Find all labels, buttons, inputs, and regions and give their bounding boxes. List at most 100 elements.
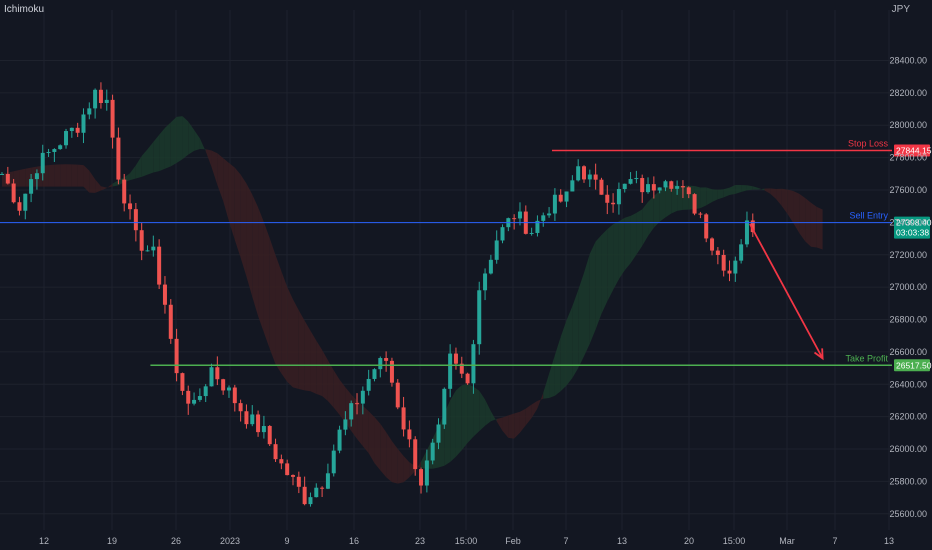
candle-body bbox=[605, 194, 610, 203]
cloud-segment bbox=[298, 310, 305, 391]
y-tick-label: 28400.00 bbox=[889, 55, 927, 65]
cloud-segment bbox=[665, 184, 672, 218]
candle-body bbox=[698, 213, 703, 215]
cloud-segment bbox=[572, 290, 579, 378]
cloud-segment bbox=[799, 193, 806, 242]
cloud-segment bbox=[112, 180, 119, 187]
cloud-segment bbox=[252, 194, 259, 316]
candle-body bbox=[64, 131, 69, 146]
countdown-text: 03:03:38 bbox=[896, 228, 929, 238]
candle-body bbox=[23, 193, 28, 211]
x-tick-label: Mar bbox=[779, 536, 795, 546]
cloud-segment bbox=[374, 417, 381, 471]
y-tick-label: 26400.00 bbox=[889, 379, 927, 389]
y-tick-label: 28000.00 bbox=[889, 120, 927, 130]
candle-body bbox=[395, 382, 400, 408]
candle-body bbox=[477, 290, 482, 345]
candle-body bbox=[174, 338, 179, 374]
y-tick-label: 27000.00 bbox=[889, 282, 927, 292]
cloud-segment bbox=[164, 122, 171, 169]
cloud-segment bbox=[479, 390, 486, 432]
price-tag-text: 26517.50 bbox=[896, 360, 932, 370]
cloud-segment bbox=[729, 185, 736, 195]
cloud-segment bbox=[205, 149, 212, 168]
candle-body bbox=[296, 476, 301, 487]
candle-body bbox=[453, 353, 458, 364]
level-label: Sell Entry bbox=[849, 211, 888, 221]
y-tick-label: 26200.00 bbox=[889, 412, 927, 422]
cloud-segment bbox=[624, 215, 631, 271]
cloud-segment bbox=[741, 185, 747, 193]
cloud-segment bbox=[275, 255, 282, 374]
candle-body bbox=[98, 89, 103, 103]
cloud-segment bbox=[147, 142, 154, 175]
candle-body bbox=[104, 99, 109, 103]
price-tag bbox=[894, 359, 930, 372]
cloud-segment bbox=[89, 170, 96, 193]
cloud-segment bbox=[153, 134, 160, 173]
cloud-segment bbox=[648, 195, 654, 237]
candle-body bbox=[343, 419, 348, 430]
cloud-segment bbox=[706, 187, 713, 206]
candle-body bbox=[40, 152, 45, 174]
indicator-label[interactable]: Ichimoku bbox=[4, 4, 45, 15]
x-tick-label: 15:00 bbox=[455, 536, 478, 546]
cloud-segment bbox=[630, 212, 637, 264]
cloud-segment bbox=[485, 399, 491, 426]
candle-body bbox=[704, 214, 709, 239]
x-tick-label: 9 bbox=[284, 536, 289, 546]
y-tick-label: 28200.00 bbox=[889, 88, 927, 98]
candle-body bbox=[273, 444, 278, 460]
cloud-segment bbox=[368, 411, 375, 464]
cloud-segment bbox=[19, 168, 26, 187]
y-tick-label: 26000.00 bbox=[889, 444, 927, 454]
cloud-segment bbox=[339, 379, 346, 423]
candle-body bbox=[622, 183, 627, 190]
candle-body bbox=[576, 166, 581, 181]
cloud-segment bbox=[653, 190, 660, 228]
cloud-segment bbox=[735, 185, 742, 194]
candle-body bbox=[186, 390, 191, 404]
candle-body bbox=[5, 173, 10, 184]
candle-body bbox=[145, 250, 150, 252]
cloud-segment bbox=[514, 411, 520, 439]
candle-body bbox=[349, 403, 354, 420]
x-tick-label: Feb bbox=[505, 536, 521, 546]
cloud-segment bbox=[490, 411, 497, 422]
candle-body bbox=[267, 426, 272, 445]
cloud-segment bbox=[595, 235, 602, 330]
price-tag-text: 27844.15 bbox=[896, 145, 932, 155]
cloud-segment bbox=[135, 156, 142, 179]
candle-body bbox=[285, 463, 290, 476]
cloud-segment bbox=[71, 164, 78, 187]
trade-levels: Stop Loss 27844.15 Sell Entry 27398.4003:03… bbox=[0, 138, 932, 372]
cloud-segment bbox=[118, 177, 125, 186]
cloud-segment bbox=[723, 187, 730, 198]
cloud-segment bbox=[362, 405, 369, 454]
candle-body bbox=[517, 211, 522, 219]
arrow-shaft bbox=[749, 223, 824, 359]
cloud-segment bbox=[746, 185, 753, 191]
candle-body bbox=[11, 183, 16, 203]
cloud-segment bbox=[141, 149, 148, 177]
candle-body bbox=[157, 246, 162, 285]
x-tick-label: 13 bbox=[617, 536, 627, 546]
candle-body bbox=[308, 497, 313, 505]
level-label: Stop Loss bbox=[848, 138, 889, 148]
candle-body bbox=[442, 388, 447, 425]
candle-body bbox=[232, 387, 237, 404]
candle-body bbox=[279, 459, 284, 464]
cloud-segment bbox=[380, 423, 387, 478]
cloud-segment bbox=[327, 360, 334, 408]
candle-body bbox=[715, 250, 720, 255]
candle-body bbox=[494, 240, 499, 260]
candle-body bbox=[733, 260, 738, 274]
candle-body bbox=[721, 254, 726, 271]
cloud-segment bbox=[607, 224, 614, 302]
cloud-segment bbox=[717, 189, 724, 200]
cloud-segment bbox=[246, 183, 253, 297]
x-tick-label: 20 bbox=[684, 536, 694, 546]
candle-body bbox=[535, 220, 540, 233]
cloud-segment bbox=[48, 164, 55, 187]
